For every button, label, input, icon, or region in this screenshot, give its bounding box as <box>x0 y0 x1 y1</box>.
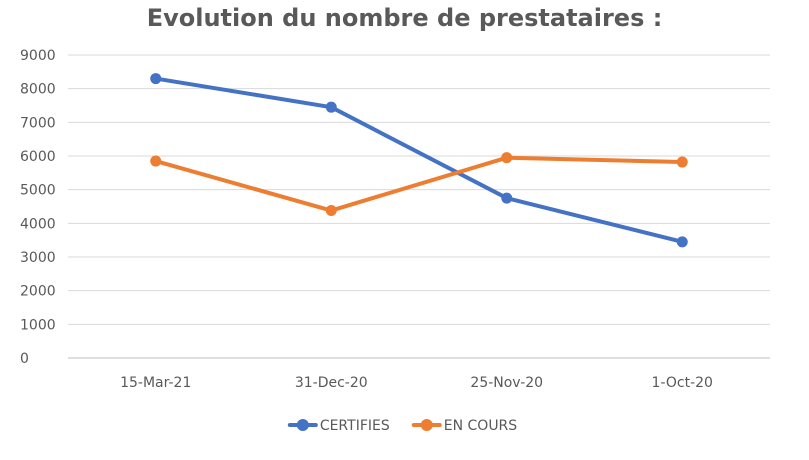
x-tick-label: 25-Nov-20 <box>470 375 543 391</box>
legend-label: EN COURS <box>444 418 518 434</box>
y-tick-label: 3000 <box>20 250 56 266</box>
data-point <box>325 101 337 113</box>
y-tick-label: 1000 <box>20 317 56 333</box>
y-tick-label: 2000 <box>20 284 56 300</box>
legend-swatch-marker <box>296 419 309 431</box>
y-tick-label: 8000 <box>20 82 56 98</box>
y-tick-label: 9000 <box>20 48 56 64</box>
data-point <box>676 236 688 248</box>
series-line-1 <box>153 155 685 213</box>
data-point <box>325 205 337 217</box>
legend-label: CERTIFIES <box>320 418 390 434</box>
data-point <box>150 155 162 167</box>
x-tick-label: 1-Oct-20 <box>652 375 713 391</box>
legend-swatch-marker <box>420 419 433 431</box>
data-point <box>501 192 513 204</box>
y-tick-label: 5000 <box>20 183 56 199</box>
x-tick-label: 31-Dec-20 <box>295 375 368 391</box>
y-tick-label: 0 <box>20 351 29 367</box>
y-tick-label: 6000 <box>20 149 56 165</box>
chart-title: Evolution du nombre de prestataires : <box>146 4 663 32</box>
data-point <box>501 152 513 164</box>
legend-item: EN COURS <box>411 418 518 434</box>
y-tick-label: 4000 <box>20 216 56 232</box>
y-tick-label: 7000 <box>20 115 56 131</box>
series-line-0 <box>153 76 685 244</box>
legend-item: CERTIFIES <box>287 418 390 434</box>
data-point <box>676 156 688 168</box>
x-tick-label: 15-Mar-21 <box>120 375 191 391</box>
data-point <box>150 73 162 85</box>
